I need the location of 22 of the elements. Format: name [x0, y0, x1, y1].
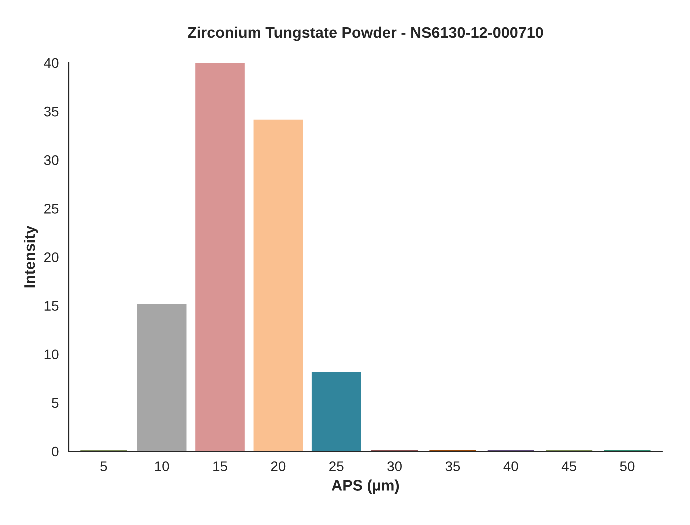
- y-tick-label: 15: [44, 301, 59, 311]
- x-tick-label: 10: [155, 462, 170, 472]
- x-tick-label: 50: [620, 462, 635, 472]
- y-tick-label: 10: [44, 350, 59, 360]
- chart-title: Zirconium Tungstate Powder - NS6130-12-000710: [188, 26, 544, 42]
- x-tick-label: 15: [214, 462, 228, 472]
- x-tick-label: 30: [388, 462, 402, 472]
- x-tick-label: 40: [504, 462, 518, 472]
- y-axis-title: Intensity: [24, 226, 38, 288]
- y-tick-label: 0: [52, 446, 59, 457]
- y-tick-label: 5: [52, 398, 59, 408]
- x-tick-label: 25: [330, 462, 344, 472]
- y-tick-label: 35: [44, 106, 59, 117]
- x-tick-label: 35: [446, 462, 460, 472]
- y-tick-label: 25: [44, 204, 59, 214]
- x-tick-label: 45: [562, 462, 576, 472]
- y-tick-label: 20: [44, 252, 59, 262]
- x-tick-label: 5: [100, 462, 108, 472]
- x-axis-title: APS (µm): [332, 480, 400, 494]
- x-tick-label: 20: [271, 462, 286, 472]
- y-tick-label: 30: [44, 155, 59, 166]
- y-tick-label: 40: [44, 58, 59, 68]
